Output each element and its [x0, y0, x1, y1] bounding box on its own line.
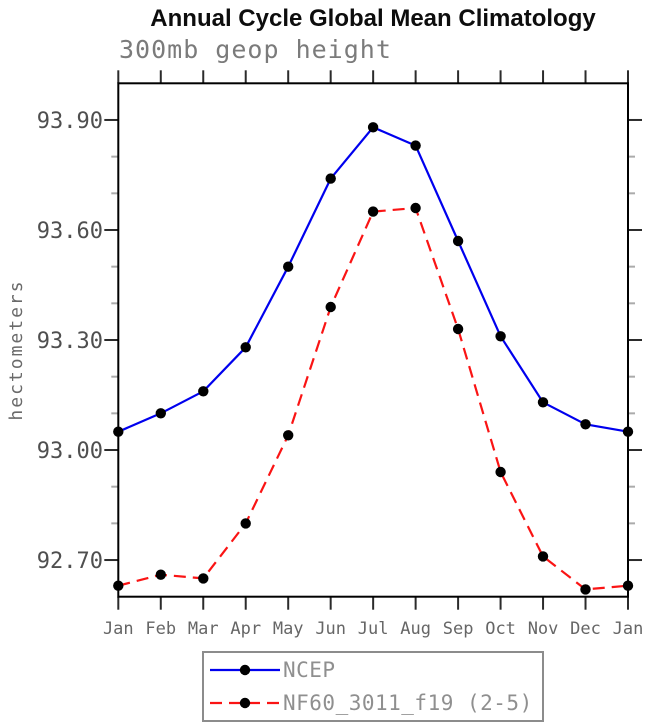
month-label: Sep — [443, 619, 474, 639]
data-point-marker — [240, 342, 251, 353]
data-point-marker — [495, 466, 506, 478]
month-label: Jul — [358, 619, 389, 639]
month-label: Jan — [103, 619, 134, 639]
data-point-marker — [325, 173, 336, 184]
data-point-marker — [537, 397, 549, 408]
data-point-marker — [113, 580, 124, 591]
month-label: Jun — [315, 619, 346, 639]
legend-line-sample-dashed — [210, 697, 280, 708]
y-tick-label: 93.00 — [37, 439, 103, 464]
month-label: Aug — [400, 619, 431, 639]
series-line-0 — [117, 126, 629, 433]
legend-label-ncep: NCEP — [283, 658, 336, 683]
month-label: Nov — [528, 619, 559, 639]
legend-sample-marker — [239, 697, 251, 708]
legend-label-nf60: NF60_3011_f19 (2-5) — [283, 690, 533, 715]
data-point-marker — [410, 202, 421, 214]
legend-sample-marker — [239, 665, 251, 676]
month-label: Feb — [145, 619, 176, 639]
data-point-marker — [580, 584, 591, 595]
month-label: Mar — [188, 619, 219, 639]
series-line-1 — [118, 206, 629, 591]
data-point-marker — [537, 551, 549, 562]
data-point-marker — [325, 301, 336, 313]
data-point-marker — [622, 426, 634, 437]
axis-frame — [117, 82, 630, 598]
chart-subtitle: 300mb geop height — [119, 35, 392, 64]
chart-title: Annual Cycle Global Mean Climatology — [150, 5, 596, 32]
data-point-marker — [622, 580, 634, 591]
y-tick-label: 92.70 — [37, 549, 103, 574]
data-point-marker — [410, 140, 421, 151]
month-label: Jan — [613, 619, 644, 639]
y-axis-title: hectometers — [6, 279, 27, 420]
data-point-marker — [452, 235, 464, 247]
y-tick-label: 93.90 — [37, 109, 103, 134]
data-point-marker — [452, 323, 464, 335]
y-tick-label: 93.60 — [37, 219, 103, 244]
legend-item-ncep: NCEP — [208, 655, 542, 685]
legend-line-sample-solid — [210, 665, 280, 676]
data-point-marker — [198, 386, 209, 397]
legend: NCEP NF60_3011_f19 (2-5) — [202, 651, 544, 722]
data-point-marker — [283, 430, 294, 441]
data-point-marker — [198, 573, 209, 584]
month-label: May — [273, 619, 304, 639]
data-point-marker — [495, 331, 506, 342]
data-point-marker — [580, 419, 591, 430]
month-label: Dec — [570, 619, 601, 639]
data-point-marker — [155, 408, 166, 419]
data-point-marker — [240, 518, 251, 529]
legend-item-nf60: NF60_3011_f19 (2-5) — [208, 688, 542, 718]
data-point-marker — [155, 569, 166, 580]
y-tick-label: 93.30 — [37, 329, 103, 354]
data-point-marker — [113, 426, 124, 437]
month-label: Apr — [230, 619, 261, 639]
data-point-marker — [367, 206, 379, 217]
data-point-marker — [367, 122, 379, 133]
data-point-marker — [283, 261, 294, 272]
month-label: Oct — [485, 619, 516, 639]
